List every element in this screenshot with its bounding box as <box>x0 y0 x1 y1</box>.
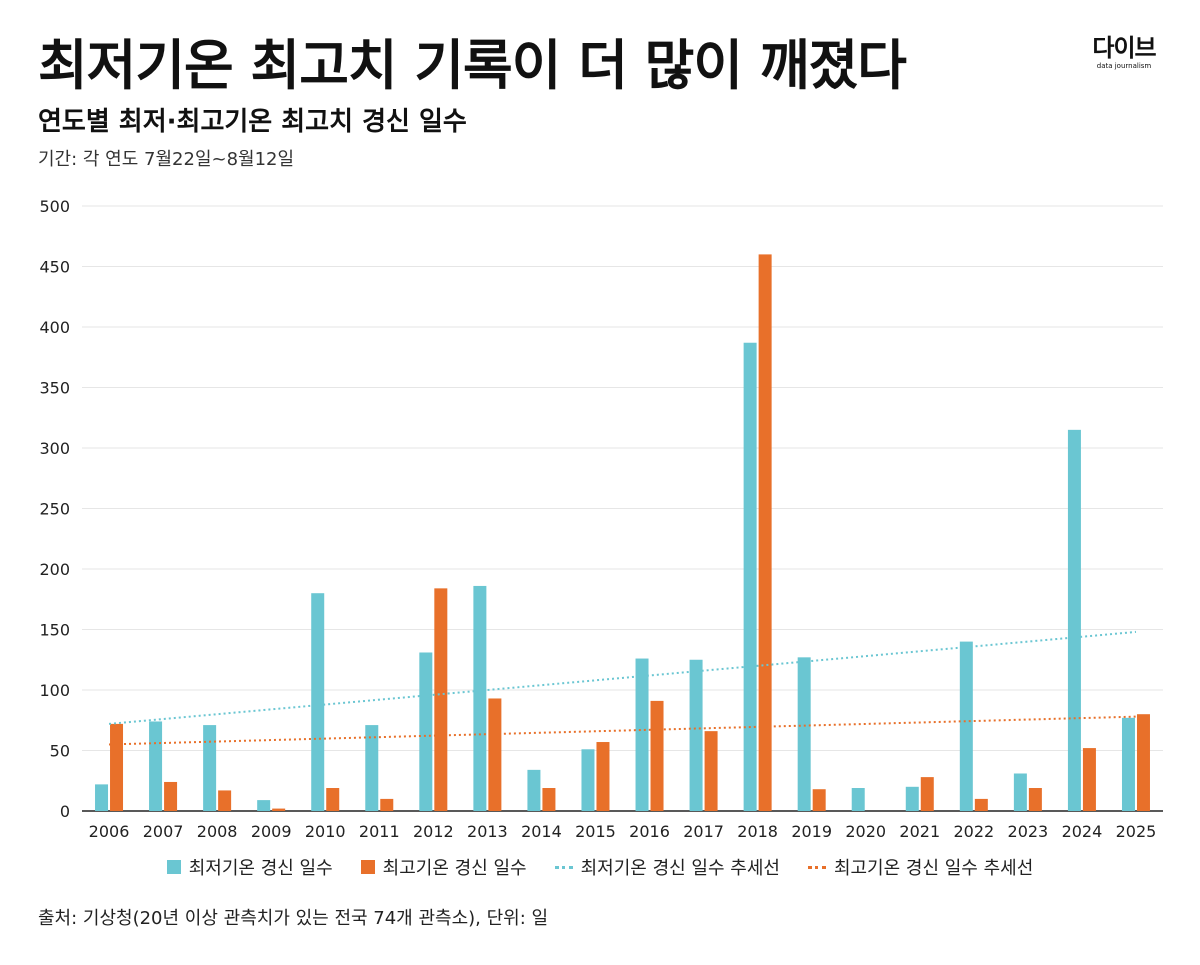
bar-min-record <box>149 721 163 811</box>
trendline-min <box>108 630 1137 725</box>
bar-min-record <box>959 641 973 811</box>
bar-max-record <box>434 588 448 811</box>
bar-max-record <box>110 723 124 811</box>
x-tick-label: 2008 <box>197 822 238 841</box>
x-tick-label: 2024 <box>1062 822 1103 841</box>
source-note: 출처: 기상청(20년 이상 관측치가 있는 전국 74개 관측소), 단위: … <box>38 908 549 929</box>
bar-min-record <box>1013 773 1027 811</box>
period-note: 기간: 각 연도 7월22일~8월12일 <box>38 149 295 170</box>
logo-tagline: data journalism <box>1096 62 1152 70</box>
x-tick-label: 2014 <box>521 822 562 841</box>
legend-label-min-trend: 최저기온 경신 일수 추세선 <box>580 858 780 879</box>
x-tick-label: 2019 <box>791 822 832 841</box>
bar-min-record <box>203 725 217 811</box>
y-tick-label: 150 <box>39 621 70 640</box>
x-tick-label: 2013 <box>467 822 508 841</box>
bar-max-record <box>812 789 826 811</box>
bar-max-record <box>704 731 718 811</box>
bar-max-record <box>380 798 394 811</box>
legend-item-min-trend: 최저기온 경신 일수 추세선 <box>554 854 780 880</box>
legend-swatch-max <box>360 860 375 874</box>
bar-min-record <box>851 788 865 811</box>
bar-min-record <box>257 800 271 811</box>
x-tick-label: 2015 <box>575 822 616 841</box>
legend-item-max-trend: 최고기온 경신 일수 추세선 <box>807 854 1034 880</box>
legend-swatch-min-trend <box>554 865 573 869</box>
bar-max-record <box>596 742 610 811</box>
y-tick-label: 450 <box>39 258 70 277</box>
x-tick-label: 2022 <box>953 822 994 841</box>
legend-swatch-min <box>166 860 181 874</box>
bar-min-record <box>473 585 487 811</box>
bar-max-record <box>542 788 556 811</box>
bar-min-record <box>743 342 757 811</box>
x-tick-label: 2025 <box>1116 822 1157 841</box>
bar-min-record <box>1121 717 1135 811</box>
bar-max-record <box>218 790 232 811</box>
y-tick-label: 50 <box>50 742 70 761</box>
logo-wordmark: 다이브 <box>1092 34 1156 62</box>
bar-min-record <box>365 725 379 811</box>
bar-layer <box>95 254 1150 811</box>
legend-label-max-trend: 최고기온 경신 일수 추세선 <box>833 858 1034 879</box>
bar-max-record <box>272 808 286 811</box>
x-tick-label: 2006 <box>89 822 130 841</box>
x-tick-label: 2016 <box>629 822 670 841</box>
bar-max-record <box>650 700 664 811</box>
legend-swatch-max-trend <box>807 865 826 869</box>
bar-max-record <box>1082 748 1096 811</box>
legend-item-max: 최고기온 경신 일수 <box>360 854 527 880</box>
bar-min-record <box>581 749 595 811</box>
x-tick-label: 2018 <box>737 822 778 841</box>
bar-min-record <box>1067 429 1081 811</box>
trend-layer <box>108 630 1137 746</box>
y-tick-label: 100 <box>39 681 70 700</box>
brand-logo: 다이브 data journalism <box>1082 34 1166 71</box>
legend-label-max: 최고기온 경신 일수 <box>382 858 527 879</box>
legend-item-min: 최저기온 경신 일수 <box>166 854 333 880</box>
y-tick-label: 250 <box>39 500 70 519</box>
x-tick-label: 2010 <box>305 822 346 841</box>
bar-max-record <box>488 698 502 811</box>
bar-max-record <box>1136 714 1150 811</box>
x-tick-label: 2023 <box>1008 822 1049 841</box>
x-tick-label: 2011 <box>359 822 400 841</box>
bar-max-record <box>164 781 178 811</box>
chart-legend: 최저기온 경신 일수 최고기온 경신 일수 최저기온 경신 일수 추세선 최고기… <box>0 854 1200 880</box>
y-tick-label: 0 <box>60 802 70 821</box>
chart-subtitle: 연도별 최저·최고기온 최고치 경신 일수 <box>38 107 467 137</box>
trendline-max <box>108 715 1137 746</box>
y-tick-label: 500 <box>39 197 70 216</box>
x-tick-label: 2009 <box>251 822 292 841</box>
legend-label-min: 최저기온 경신 일수 <box>188 858 333 879</box>
grid-layer <box>82 205 1163 812</box>
x-tick-label: 2007 <box>143 822 184 841</box>
bar-min-record <box>905 786 919 811</box>
bar-min-record <box>635 658 649 811</box>
y-tick-label: 300 <box>39 439 70 458</box>
bar-min-record <box>311 593 325 811</box>
bar-min-record <box>527 769 541 811</box>
y-tick-label: 400 <box>39 318 70 337</box>
chart-title: 최저기온 최고치 기록이 더 많이 깨졌다 <box>38 34 907 97</box>
x-tick-labels: 2006 2007 2008 2009 2010 2011 2012 2013 2014 2015… <box>89 822 1157 841</box>
bar-max-record <box>920 777 934 811</box>
bar-max-record <box>326 788 340 811</box>
y-tick-label: 350 <box>39 379 70 398</box>
y-tick-labels: 0 50 100 150 200 250 300 350 400 450 500 <box>39 197 70 821</box>
bar-max-record <box>974 798 988 811</box>
bar-min-record <box>95 784 109 811</box>
x-tick-label: 2021 <box>899 822 940 841</box>
x-tick-label: 2012 <box>413 822 454 841</box>
bar-max-record <box>1028 788 1042 811</box>
x-tick-label: 2017 <box>683 822 724 841</box>
y-tick-label: 200 <box>39 560 70 579</box>
bar-max-record <box>758 254 772 811</box>
bar-min-record <box>419 652 433 811</box>
bar-min-record <box>689 659 703 811</box>
x-tick-label: 2020 <box>845 822 886 841</box>
bar-min-record <box>797 657 811 811</box>
